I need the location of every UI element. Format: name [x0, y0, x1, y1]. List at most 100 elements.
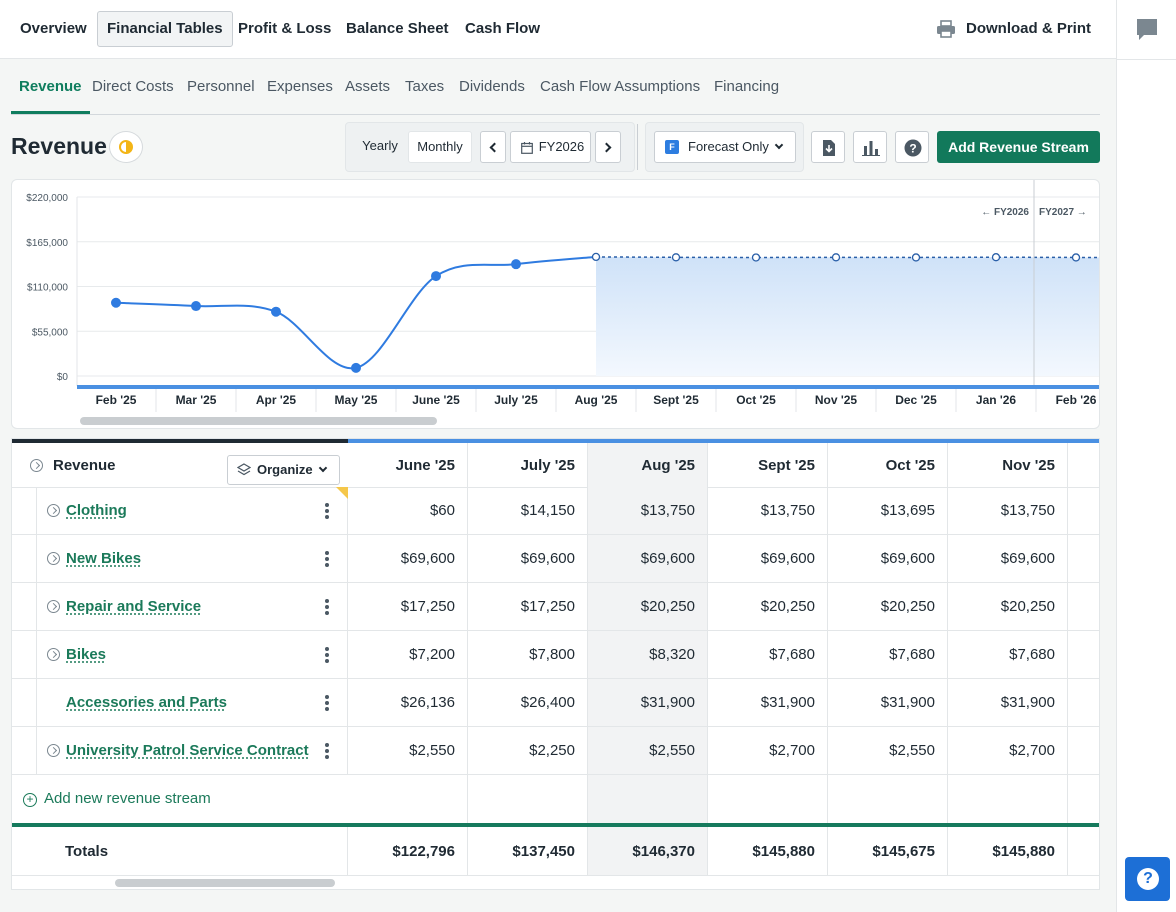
expand-row-icon[interactable]	[47, 504, 60, 517]
tab-direct-costs[interactable]: Direct Costs	[92, 78, 174, 95]
data-point[interactable]	[511, 259, 521, 270]
chart-horizontal-scrollbar[interactable]	[80, 417, 437, 425]
value-cell[interactable]: $26,400	[468, 679, 588, 726]
more-options-icon[interactable]	[325, 743, 329, 759]
value-cell[interactable]: $69,600	[468, 535, 588, 582]
value-cell[interactable]: $7,200	[348, 631, 468, 678]
data-point[interactable]	[191, 301, 201, 312]
data-point[interactable]	[271, 306, 281, 317]
nav-overview[interactable]: Overview	[20, 20, 87, 37]
value-cell[interactable]: $20,250	[828, 583, 948, 630]
value-cell[interactable]: $17,250	[468, 583, 588, 630]
nav-profit-loss[interactable]: Profit & Loss	[238, 20, 332, 37]
more-options-icon[interactable]	[325, 695, 329, 711]
tab-cash-flow-assumptions[interactable]: Cash Flow Assumptions	[540, 78, 701, 95]
data-point[interactable]	[911, 253, 921, 262]
half-circle-icon[interactable]	[109, 131, 143, 163]
value-cell[interactable]: $69,600	[708, 535, 828, 582]
data-point[interactable]	[591, 252, 601, 262]
expand-row-icon[interactable]	[47, 552, 60, 565]
value-cell[interactable]: $31,900	[708, 679, 828, 726]
value-cell[interactable]: $8,320	[588, 631, 708, 678]
more-options-icon[interactable]	[325, 551, 329, 567]
revenue-stream-link[interactable]: Repair and Service	[66, 598, 202, 615]
value-cell[interactable]: $20,250	[708, 583, 828, 630]
value-cell[interactable]: $7,680	[948, 631, 1068, 678]
tab-financing[interactable]: Financing	[714, 78, 780, 95]
value-cell[interactable]: $26,136	[348, 679, 468, 726]
revenue-stream-link[interactable]: Bikes	[66, 646, 107, 663]
empty-cell	[708, 775, 828, 823]
help-icon-button[interactable]: ?	[895, 131, 929, 163]
download-print-button[interactable]: Download & Print	[934, 11, 1091, 47]
value-cell[interactable]: $14,150	[468, 487, 588, 534]
value-cell[interactable]: $31,900	[948, 679, 1068, 726]
value-cell[interactable]: $2,700	[948, 727, 1068, 774]
fiscal-year-picker[interactable]: FY2026	[510, 131, 591, 163]
table-horizontal-scrollbar[interactable]	[115, 879, 335, 887]
more-options-icon[interactable]	[325, 503, 329, 519]
value-cell[interactable]: $20,250	[588, 583, 708, 630]
value-cell[interactable]: $13,750	[948, 487, 1068, 534]
add-new-revenue-stream-link[interactable]: + Add new revenue stream	[20, 775, 211, 823]
previous-period-button[interactable]	[480, 131, 506, 163]
tab-expenses[interactable]: Expenses	[267, 78, 333, 95]
nav-cash-flow[interactable]: Cash Flow	[465, 20, 541, 37]
value-cell[interactable]: $7,680	[828, 631, 948, 678]
data-point[interactable]	[1071, 253, 1081, 262]
value-cell[interactable]: $2,550	[828, 727, 948, 774]
revenue-stream-link[interactable]: Clothing	[66, 502, 127, 519]
expand-row-icon[interactable]	[47, 600, 60, 613]
chart-toggle-button[interactable]	[853, 131, 887, 163]
value-cell[interactable]: $17,250	[348, 583, 468, 630]
collapse-all-icon[interactable]	[30, 459, 43, 472]
value-cell[interactable]: $2,550	[348, 727, 468, 774]
forecast-filter-dropdown[interactable]: F Forecast Only	[654, 131, 796, 163]
tab-revenue[interactable]: Revenue	[11, 78, 90, 114]
expand-row-icon[interactable]	[47, 648, 60, 661]
value-cell[interactable]: $7,800	[468, 631, 588, 678]
add-revenue-stream-button[interactable]: Add Revenue Stream	[937, 131, 1100, 163]
revenue-stream-link[interactable]: University Patrol Service Contract	[66, 742, 309, 759]
more-options-icon[interactable]	[325, 647, 329, 663]
nav-balance-sheet[interactable]: Balance Sheet	[346, 20, 449, 37]
value-cell[interactable]: $2,250	[468, 727, 588, 774]
value-cell[interactable]: $13,750	[588, 487, 708, 534]
value-cell[interactable]: $2,700	[708, 727, 828, 774]
value-cell[interactable]: $69,600	[348, 535, 468, 582]
value-cell[interactable]: $31,900	[828, 679, 948, 726]
value-cell[interactable]: $13,750	[708, 487, 828, 534]
chat-icon[interactable]	[1136, 18, 1158, 42]
value-cell[interactable]: $69,600	[948, 535, 1068, 582]
data-point[interactable]	[111, 297, 121, 308]
revenue-stream-link[interactable]: Accessories and Parts	[66, 694, 227, 711]
value-cell[interactable]: $69,600	[828, 535, 948, 582]
data-point[interactable]	[751, 253, 761, 262]
more-options-icon[interactable]	[325, 599, 329, 615]
data-point[interactable]	[831, 253, 841, 262]
next-period-button[interactable]	[595, 131, 621, 163]
data-point[interactable]	[671, 253, 681, 262]
value-cell[interactable]: $69,600	[588, 535, 708, 582]
nav-financial-tables[interactable]: Financial Tables	[97, 11, 233, 47]
organize-dropdown[interactable]: Organize	[227, 455, 340, 485]
value-cell[interactable]: $2,550	[588, 727, 708, 774]
data-point[interactable]	[431, 271, 441, 282]
monthly-toggle[interactable]: Monthly	[408, 131, 472, 163]
expand-row-icon[interactable]	[47, 744, 60, 757]
value-cell[interactable]: $60	[348, 487, 468, 534]
value-cell[interactable]: $7,680	[708, 631, 828, 678]
value-cell[interactable]: $20,250	[948, 583, 1068, 630]
value-cell[interactable]: $31,900	[588, 679, 708, 726]
tab-taxes[interactable]: Taxes	[405, 78, 445, 95]
tab-assets[interactable]: Assets	[345, 78, 391, 95]
value-cell[interactable]: $13,695	[828, 487, 948, 534]
data-point[interactable]	[991, 253, 1001, 262]
export-button[interactable]	[811, 131, 845, 163]
data-point[interactable]	[351, 362, 361, 373]
tab-personnel[interactable]: Personnel	[187, 78, 255, 95]
help-button[interactable]: ?	[1125, 857, 1170, 901]
tab-dividends[interactable]: Dividends	[459, 78, 525, 95]
revenue-stream-link[interactable]: New Bikes	[66, 550, 142, 567]
yearly-toggle[interactable]: Yearly	[362, 138, 398, 153]
